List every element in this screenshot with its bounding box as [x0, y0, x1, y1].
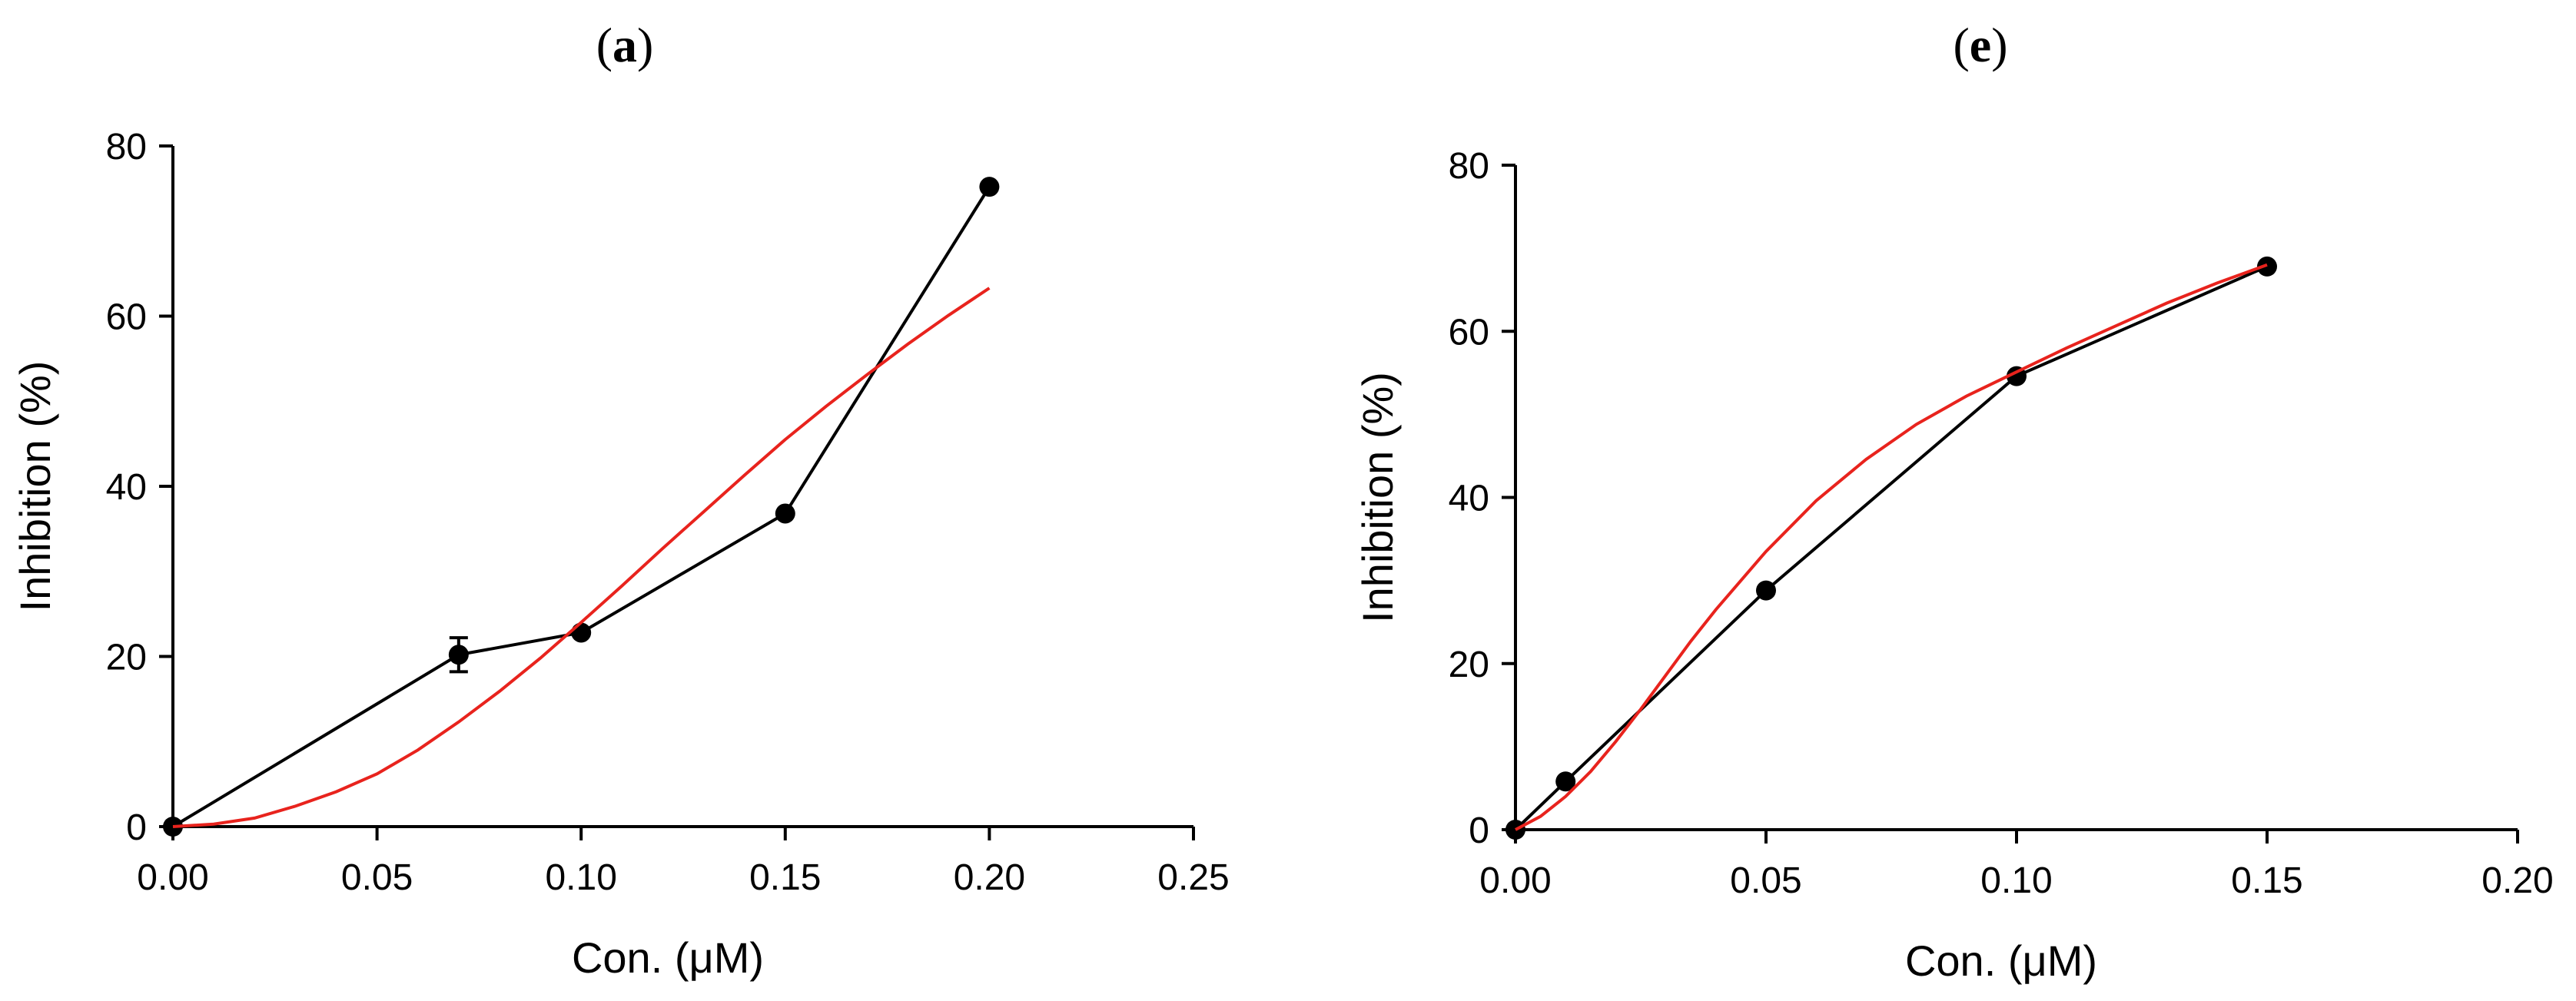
x-tick-label: 0.15: [749, 857, 821, 898]
y-tick-label: 20: [106, 638, 147, 678]
data-point: [448, 645, 469, 665]
y-tick-label: 40: [1449, 479, 1489, 519]
x-axis-label: Con. (μM): [1905, 936, 2097, 985]
y-axis-label: Inhibition (%): [11, 361, 59, 612]
y-tick-label: 20: [1449, 645, 1489, 685]
x-tick-label: 0.00: [1479, 860, 1551, 901]
x-tick-label: 0.20: [954, 857, 1025, 898]
y-tick-label: 40: [106, 467, 147, 508]
panel-title-letter: a: [612, 18, 637, 72]
data-point: [979, 177, 1000, 197]
x-tick-label: 0.05: [1730, 860, 1801, 901]
panel-title-open-paren: (: [596, 18, 612, 72]
y-tick-label: 60: [106, 297, 147, 338]
data-line: [1514, 265, 2268, 831]
x-axis-label: Con. (μM): [572, 933, 764, 982]
data-line: [171, 186, 991, 828]
data-point: [1756, 580, 1776, 601]
y-tick-label: 80: [106, 127, 147, 167]
panel-title-letter: e: [1970, 18, 1991, 72]
panel-title-open-paren: (: [1953, 18, 1969, 72]
x-tick-label: 0.10: [1980, 860, 2052, 901]
x-tick-label: 0.10: [545, 857, 616, 898]
y-tick-label: 80: [1449, 146, 1489, 187]
x-tick-label: 0.05: [341, 857, 413, 898]
panel-title-close-paren: ): [1991, 18, 2007, 72]
y-tick-label: 0: [1469, 810, 1489, 851]
y-axis-label: Inhibition (%): [1353, 372, 1402, 623]
x-tick-label: 0.15: [2231, 860, 2302, 901]
panel-a: (a) 0.00 0.05 0.10 0.15 0.20 0.25 0 20 40 60 80 Con.…: [11, 18, 1230, 982]
y-tick-label: 0: [126, 807, 147, 848]
data-point: [775, 503, 795, 524]
data-point: [571, 622, 592, 643]
x-tick-label: 0.20: [2481, 860, 2553, 901]
panel-title-close-paren: ): [637, 18, 653, 72]
x-tick-label: 0.00: [137, 857, 208, 898]
panel-title: (a): [596, 18, 654, 72]
x-tick-label: 0.25: [1157, 857, 1229, 898]
fit-curve: [172, 287, 991, 828]
y-tick-label: 60: [1449, 312, 1489, 353]
fit-curve: [1515, 263, 2268, 831]
panel-e: (e) 0.00 0.05 0.10 0.15 0.20 0 20 40 60 80 Con. (μM…: [1353, 18, 2554, 985]
data-point: [1555, 771, 1576, 792]
panel-title: (e): [1953, 18, 2007, 72]
